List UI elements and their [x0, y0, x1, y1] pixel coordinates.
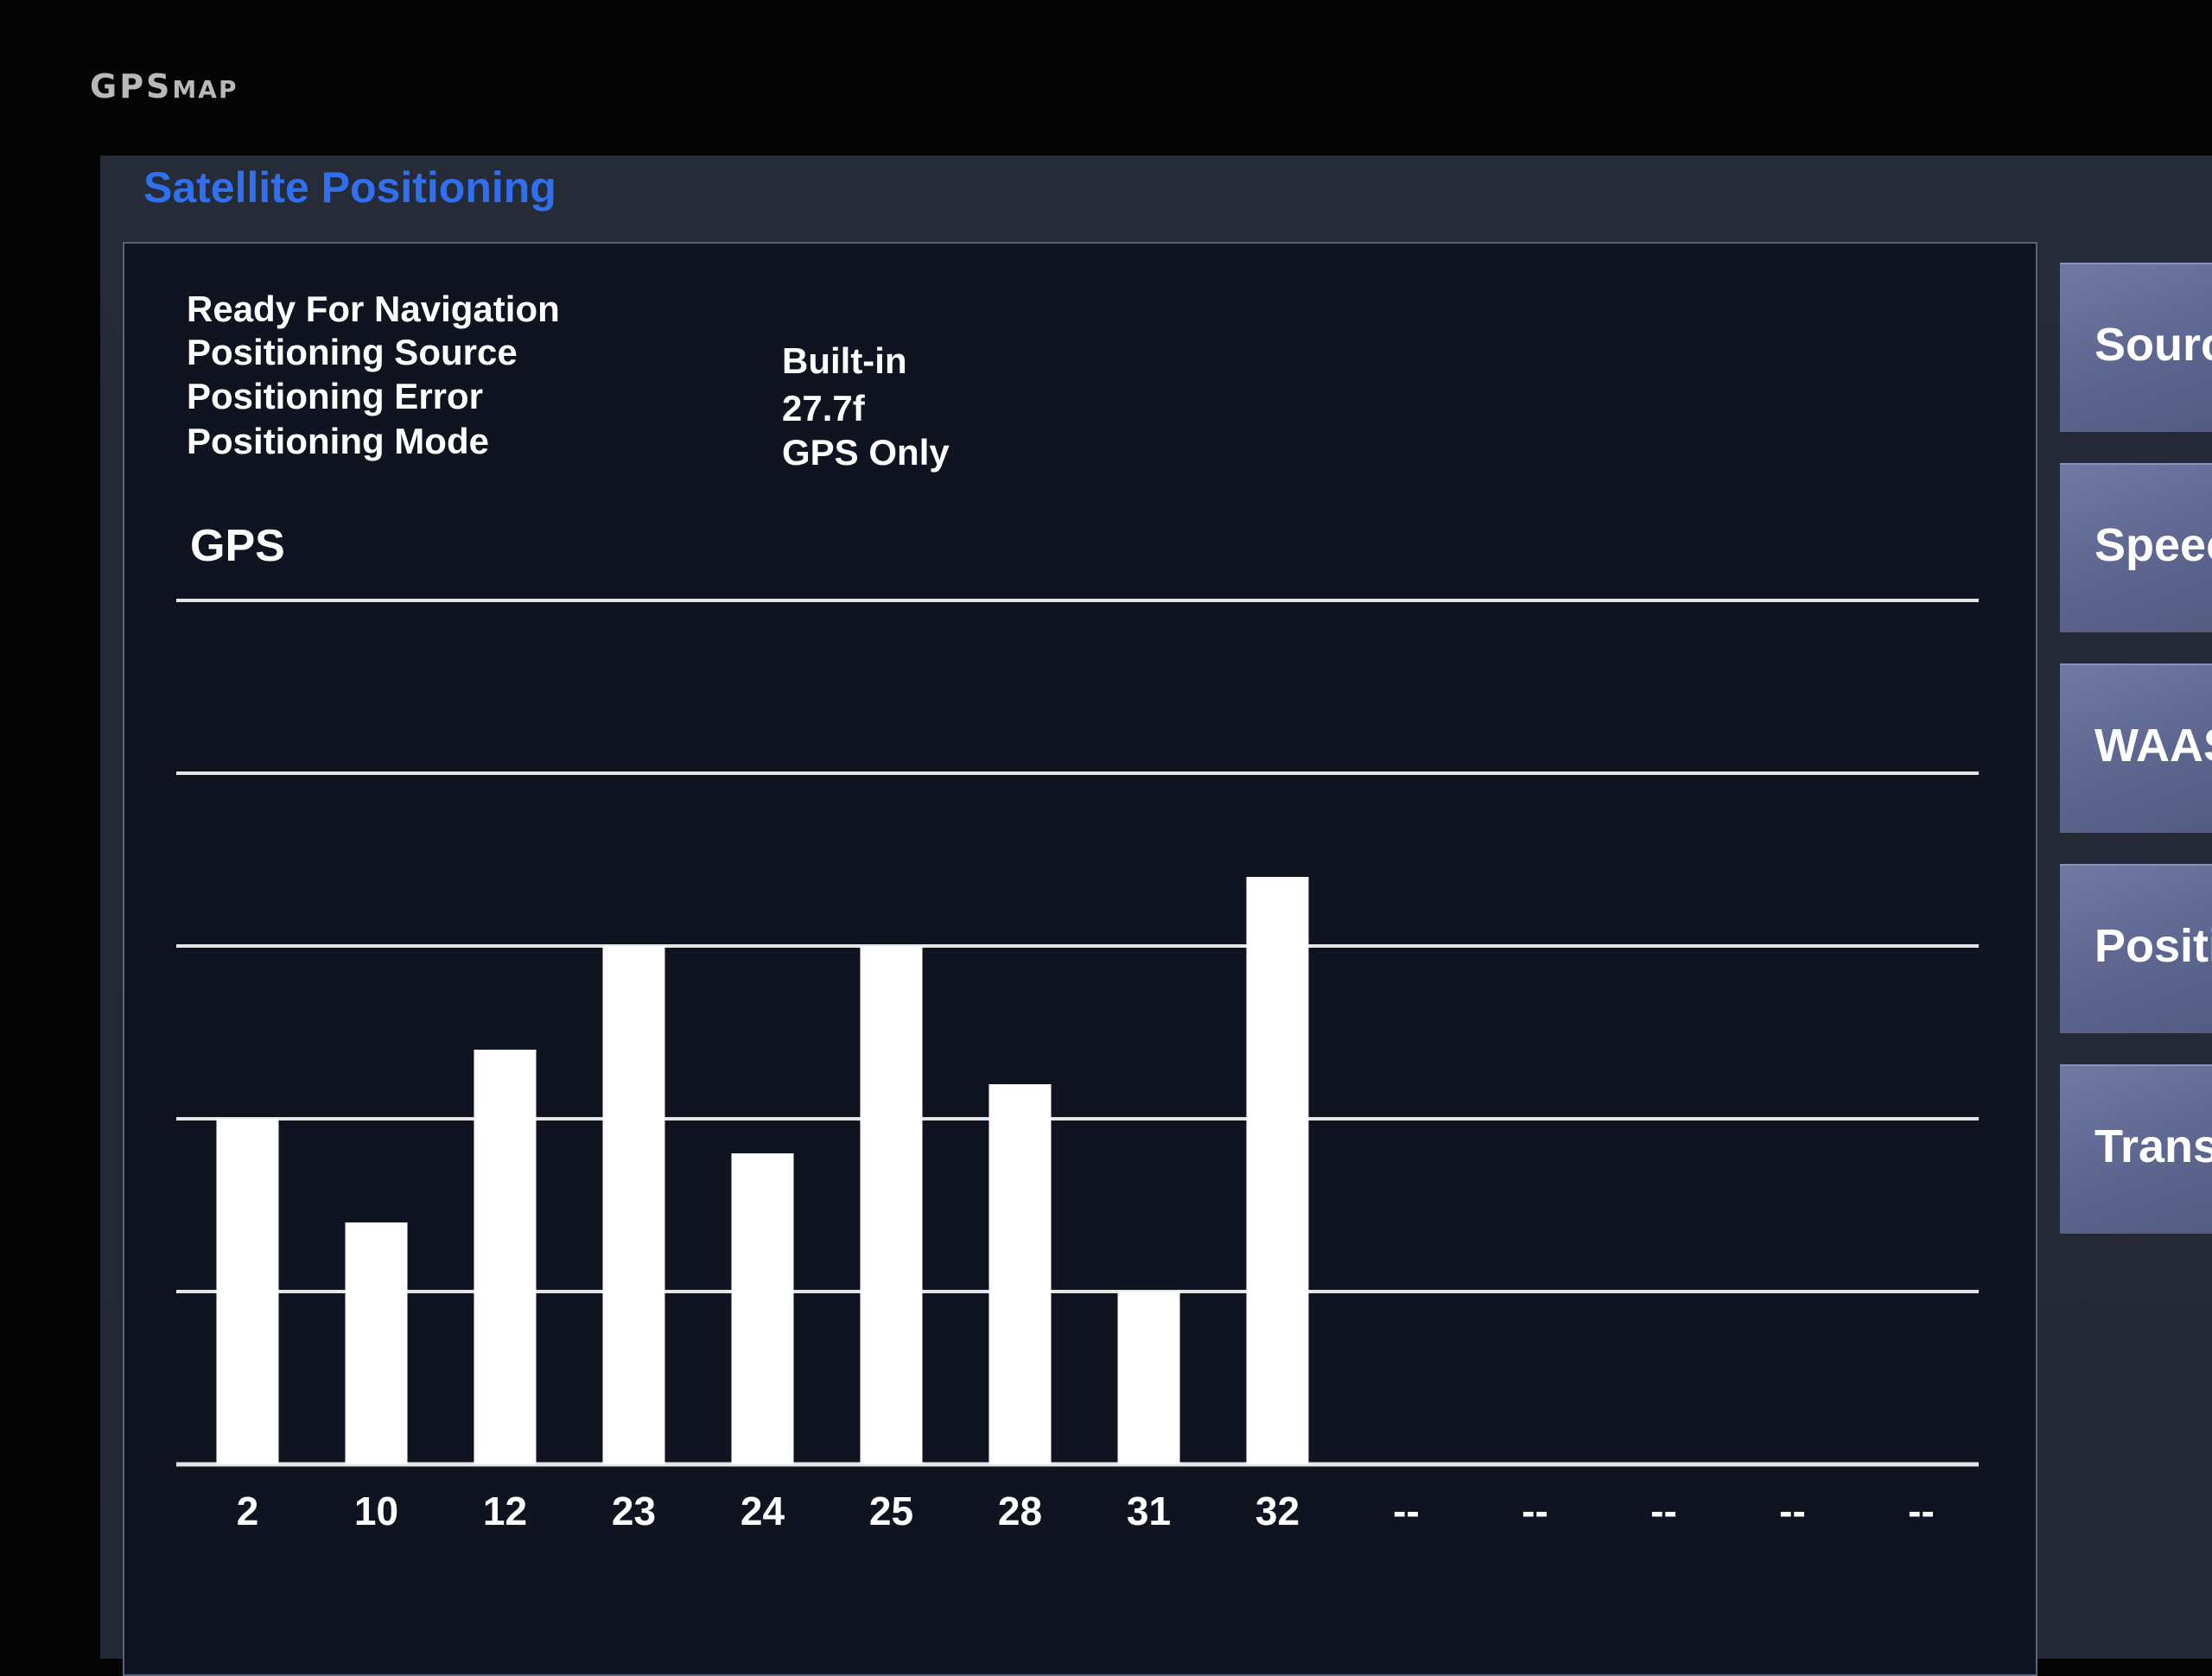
satellite-id-label: 32 — [1255, 1489, 1300, 1533]
satellite-id-label: 31 — [1127, 1489, 1171, 1533]
position-button[interactable]: Positi — [2060, 864, 2212, 1033]
satellite-id-label: 10 — [354, 1489, 398, 1533]
satellite-id-label: 23 — [612, 1489, 656, 1533]
signal-bar-31 — [1117, 1292, 1180, 1464]
speed-button[interactable]: Speec — [2060, 463, 2212, 632]
positioning-error-value: 27.7f — [782, 388, 865, 429]
waas-button[interactable]: WAAS — [2060, 663, 2212, 833]
speed-button-label: Speec — [2094, 519, 2212, 571]
satellite-signal-chart: 2 10 12 23 24 25 28 31 32 -- -- -- -- -- — [176, 599, 1979, 1533]
satellite-id-label: 25 — [869, 1489, 913, 1533]
satellite-id-label: 2 — [237, 1489, 259, 1533]
gps-chart-label: GPS — [190, 521, 285, 571]
device-brand-logo: GPSMAP — [90, 67, 238, 105]
signal-bar-32 — [1246, 877, 1309, 1464]
page-title: Satellite Positioning — [143, 163, 556, 212]
position-button-label: Positi — [2094, 920, 2212, 972]
signal-bar-24 — [731, 1153, 794, 1464]
signal-bar-10 — [345, 1222, 408, 1464]
satellite-id-label: 12 — [483, 1489, 527, 1533]
signal-bar-23 — [602, 946, 665, 1464]
ready-status-label: Ready For Navigation — [187, 289, 560, 329]
satellite-status-panel: Ready For Navigation Positioning Source … — [123, 242, 2037, 1676]
empty-channel-label: -- — [1522, 1489, 1548, 1533]
transfer-button-label: Trans — [2094, 1121, 2212, 1172]
positioning-error-label: Positioning Error — [187, 376, 484, 416]
empty-channel-label: -- — [1393, 1489, 1420, 1533]
satellite-id-label: 28 — [998, 1489, 1042, 1533]
transfer-button[interactable]: Trans — [2060, 1064, 2212, 1234]
positioning-source-value: Built-in — [782, 340, 907, 381]
signal-bar-28 — [988, 1084, 1052, 1464]
device-screen: Satellite Positioning Ready For Navigati… — [100, 156, 2212, 1676]
signal-bar-25 — [860, 946, 923, 1464]
signal-bar-2 — [216, 1119, 279, 1464]
waas-button-label: WAAS — [2094, 720, 2212, 771]
empty-channel-label: -- — [1779, 1489, 1806, 1533]
source-button[interactable]: Sourc — [2060, 263, 2212, 432]
empty-channel-label: -- — [1908, 1489, 1935, 1533]
positioning-mode-label: Positioning Mode — [187, 421, 489, 461]
positioning-source-label: Positioning Source — [187, 332, 518, 372]
signal-bar-12 — [474, 1050, 537, 1464]
satellite-id-label: 24 — [741, 1489, 785, 1533]
source-button-label: Sourc — [2094, 319, 2212, 371]
positioning-mode-value: GPS Only — [782, 432, 950, 473]
empty-channel-label: -- — [1650, 1489, 1677, 1533]
